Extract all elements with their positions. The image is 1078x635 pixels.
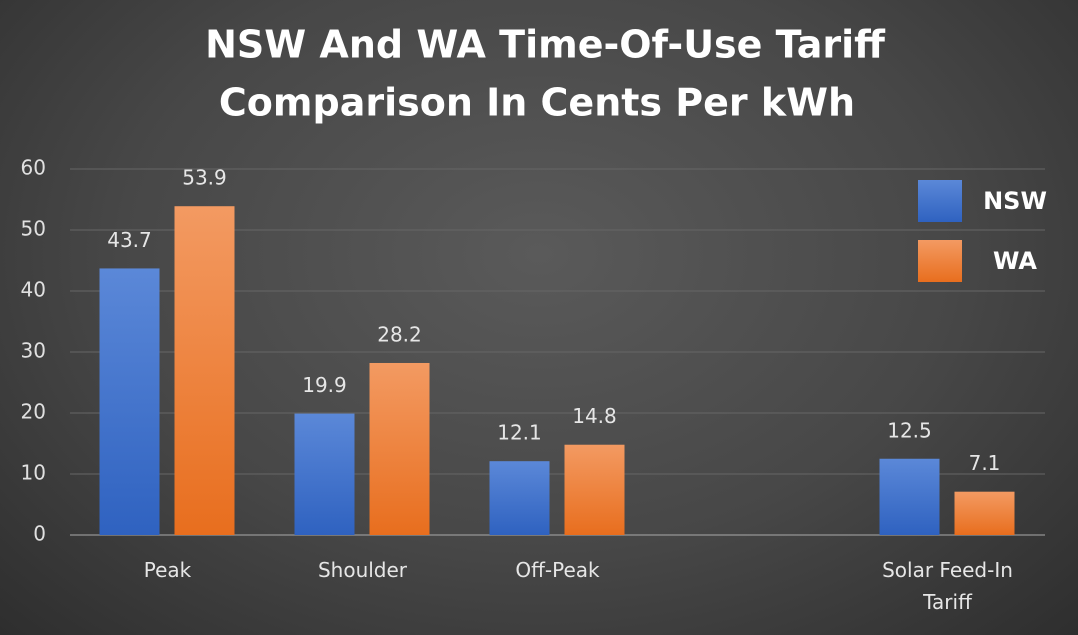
bar	[564, 444, 625, 535]
legend-label: NSW	[983, 187, 1047, 215]
data-label: 28.2	[377, 322, 422, 346]
data-label: 12.5	[887, 418, 932, 442]
chart-title: NSW And WA Time-Of-Use Tariff	[205, 23, 886, 67]
y-tick-label: 30	[21, 339, 46, 363]
data-label: 14.8	[572, 404, 617, 428]
y-tick-label: 60	[21, 156, 46, 180]
x-tick-label: Off-Peak	[515, 558, 600, 582]
data-label: 43.7	[107, 228, 152, 252]
legend-label: WA	[993, 247, 1037, 275]
y-tick-label: 0	[33, 522, 46, 546]
data-label: 19.9	[302, 373, 347, 397]
data-label: 7.1	[969, 451, 1001, 475]
legend-swatch	[918, 180, 962, 222]
chart-title: Comparison In Cents Per kWh	[219, 81, 855, 125]
bar	[174, 206, 235, 535]
y-tick-label: 20	[21, 400, 46, 424]
bar	[294, 413, 355, 535]
data-label: 12.1	[497, 421, 542, 445]
bar	[369, 362, 430, 535]
x-tick-label: Peak	[143, 558, 192, 582]
y-tick-label: 10	[21, 461, 46, 485]
x-tick-label: Shoulder	[317, 558, 408, 582]
bar	[879, 458, 940, 535]
data-label: 53.9	[182, 166, 227, 190]
y-tick-label: 50	[21, 217, 46, 241]
legend-swatch	[918, 240, 962, 282]
bar	[99, 268, 160, 535]
y-tick-label: 40	[21, 278, 46, 302]
x-tick-label: Solar Feed-In Tariff	[882, 558, 1013, 614]
bar	[954, 491, 1015, 535]
bar	[489, 461, 550, 535]
